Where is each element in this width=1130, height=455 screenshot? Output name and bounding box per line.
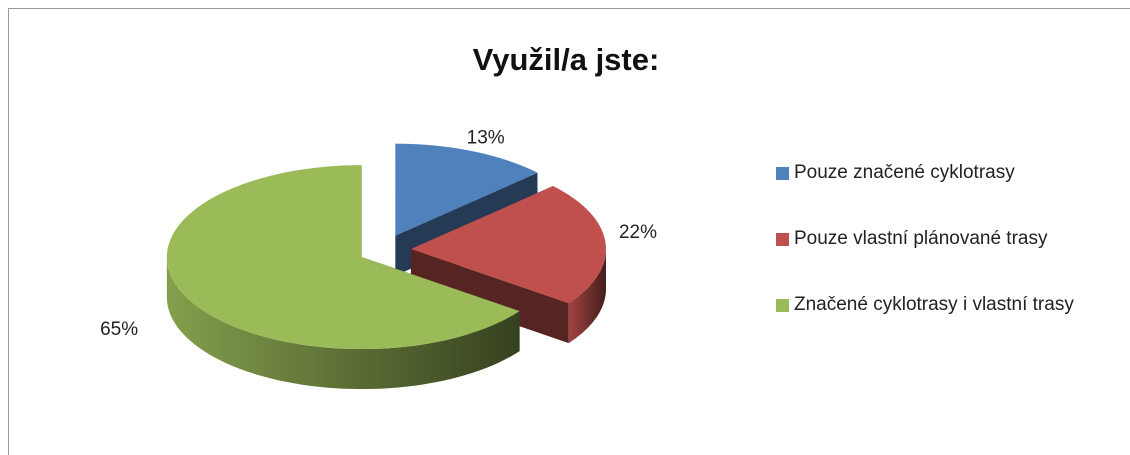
slice (395, 143, 538, 236)
data-label: 22% (619, 222, 657, 243)
slice-side (568, 249, 606, 344)
slice (166, 165, 520, 350)
legend-swatch (776, 299, 789, 312)
legend-label: Pouze značené cyklotrasy (794, 162, 1015, 183)
slice-side (410, 249, 569, 344)
legend-label: Pouze vlastní plánované trasy (794, 228, 1048, 249)
legend-item: Pouze značené cyklotrasy (776, 160, 1106, 186)
legend-item: Značené cyklotrasy i vlastní trasy (776, 292, 1106, 318)
legend-item: Pouze vlastní plánované trasy (776, 226, 1106, 252)
data-label: 65% (100, 319, 138, 340)
chart-title: Využil/a jste: (473, 42, 660, 77)
data-label: 13% (467, 128, 505, 149)
slice (410, 186, 606, 304)
slice-side (166, 257, 520, 390)
legend-label: Značené cyklotrasy i vlastní trasy (794, 294, 1074, 315)
legend: Pouze značené cyklotrasy Pouze vlastní pl… (776, 160, 1106, 358)
legend-swatch (776, 167, 789, 180)
legend-swatch (776, 233, 789, 246)
